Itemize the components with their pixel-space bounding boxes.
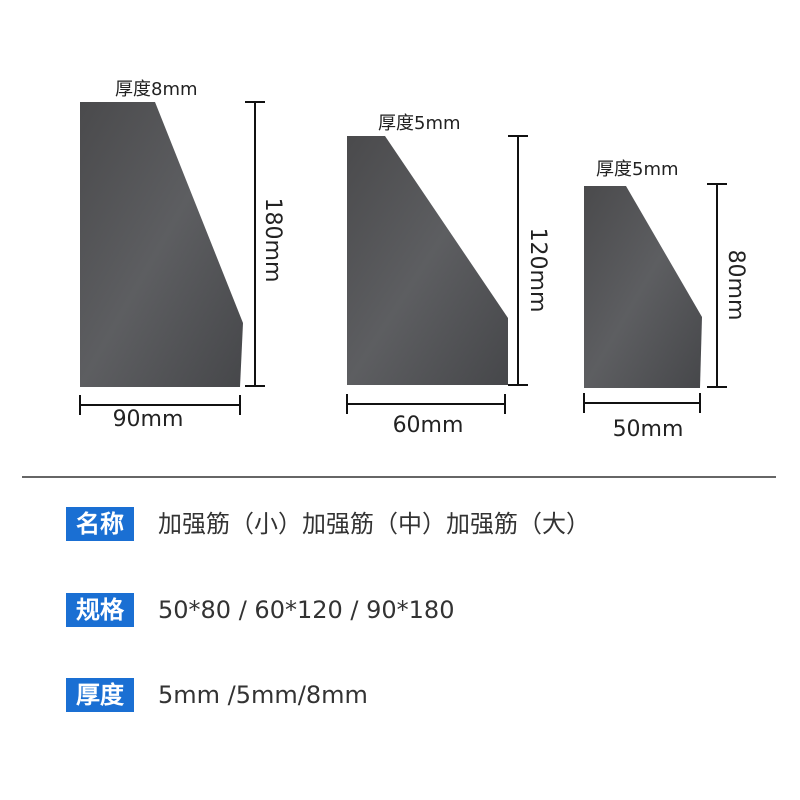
plate-medium: 厚度5mm 120mm 60mm (346, 113, 550, 438)
plate-shape (80, 102, 243, 387)
spec-row: 规格 50*80 / 60*120 / 90*180 (66, 593, 454, 627)
spec-value: 50*80 / 60*120 / 90*180 (158, 596, 454, 624)
thickness-label: 厚度8mm (115, 79, 198, 100)
spec-row: 名称 加强筋（小）加强筋（中）加强筋（大） (66, 507, 590, 541)
thickness-label: 厚度5mm (378, 113, 461, 134)
spec-label: 厚度 (76, 681, 125, 709)
spec-label: 名称 (76, 510, 124, 538)
plate-small: 厚度5mm 80mm 50mm (583, 159, 748, 442)
height-label: 80mm (723, 250, 748, 321)
spec-value: 加强筋（小）加强筋（中）加强筋（大） (158, 510, 590, 538)
plate-shape (347, 136, 508, 385)
spec-row: 厚度 5mm /5mm/8mm (66, 678, 368, 712)
height-label: 120mm (525, 228, 550, 313)
width-label: 50mm (613, 417, 684, 442)
width-label: 90mm (113, 407, 184, 432)
label-badge (66, 507, 134, 541)
width-label: 60mm (393, 413, 464, 438)
plate-large: 厚度8mm 180mm 90mm (79, 79, 285, 432)
label-badge (66, 678, 134, 712)
height-label: 180mm (260, 198, 285, 283)
spec-label: 规格 (76, 596, 125, 624)
label-badge (66, 593, 134, 627)
thickness-label: 厚度5mm (596, 159, 679, 180)
spec-value: 5mm /5mm/8mm (158, 681, 368, 709)
plate-shape (584, 186, 702, 388)
